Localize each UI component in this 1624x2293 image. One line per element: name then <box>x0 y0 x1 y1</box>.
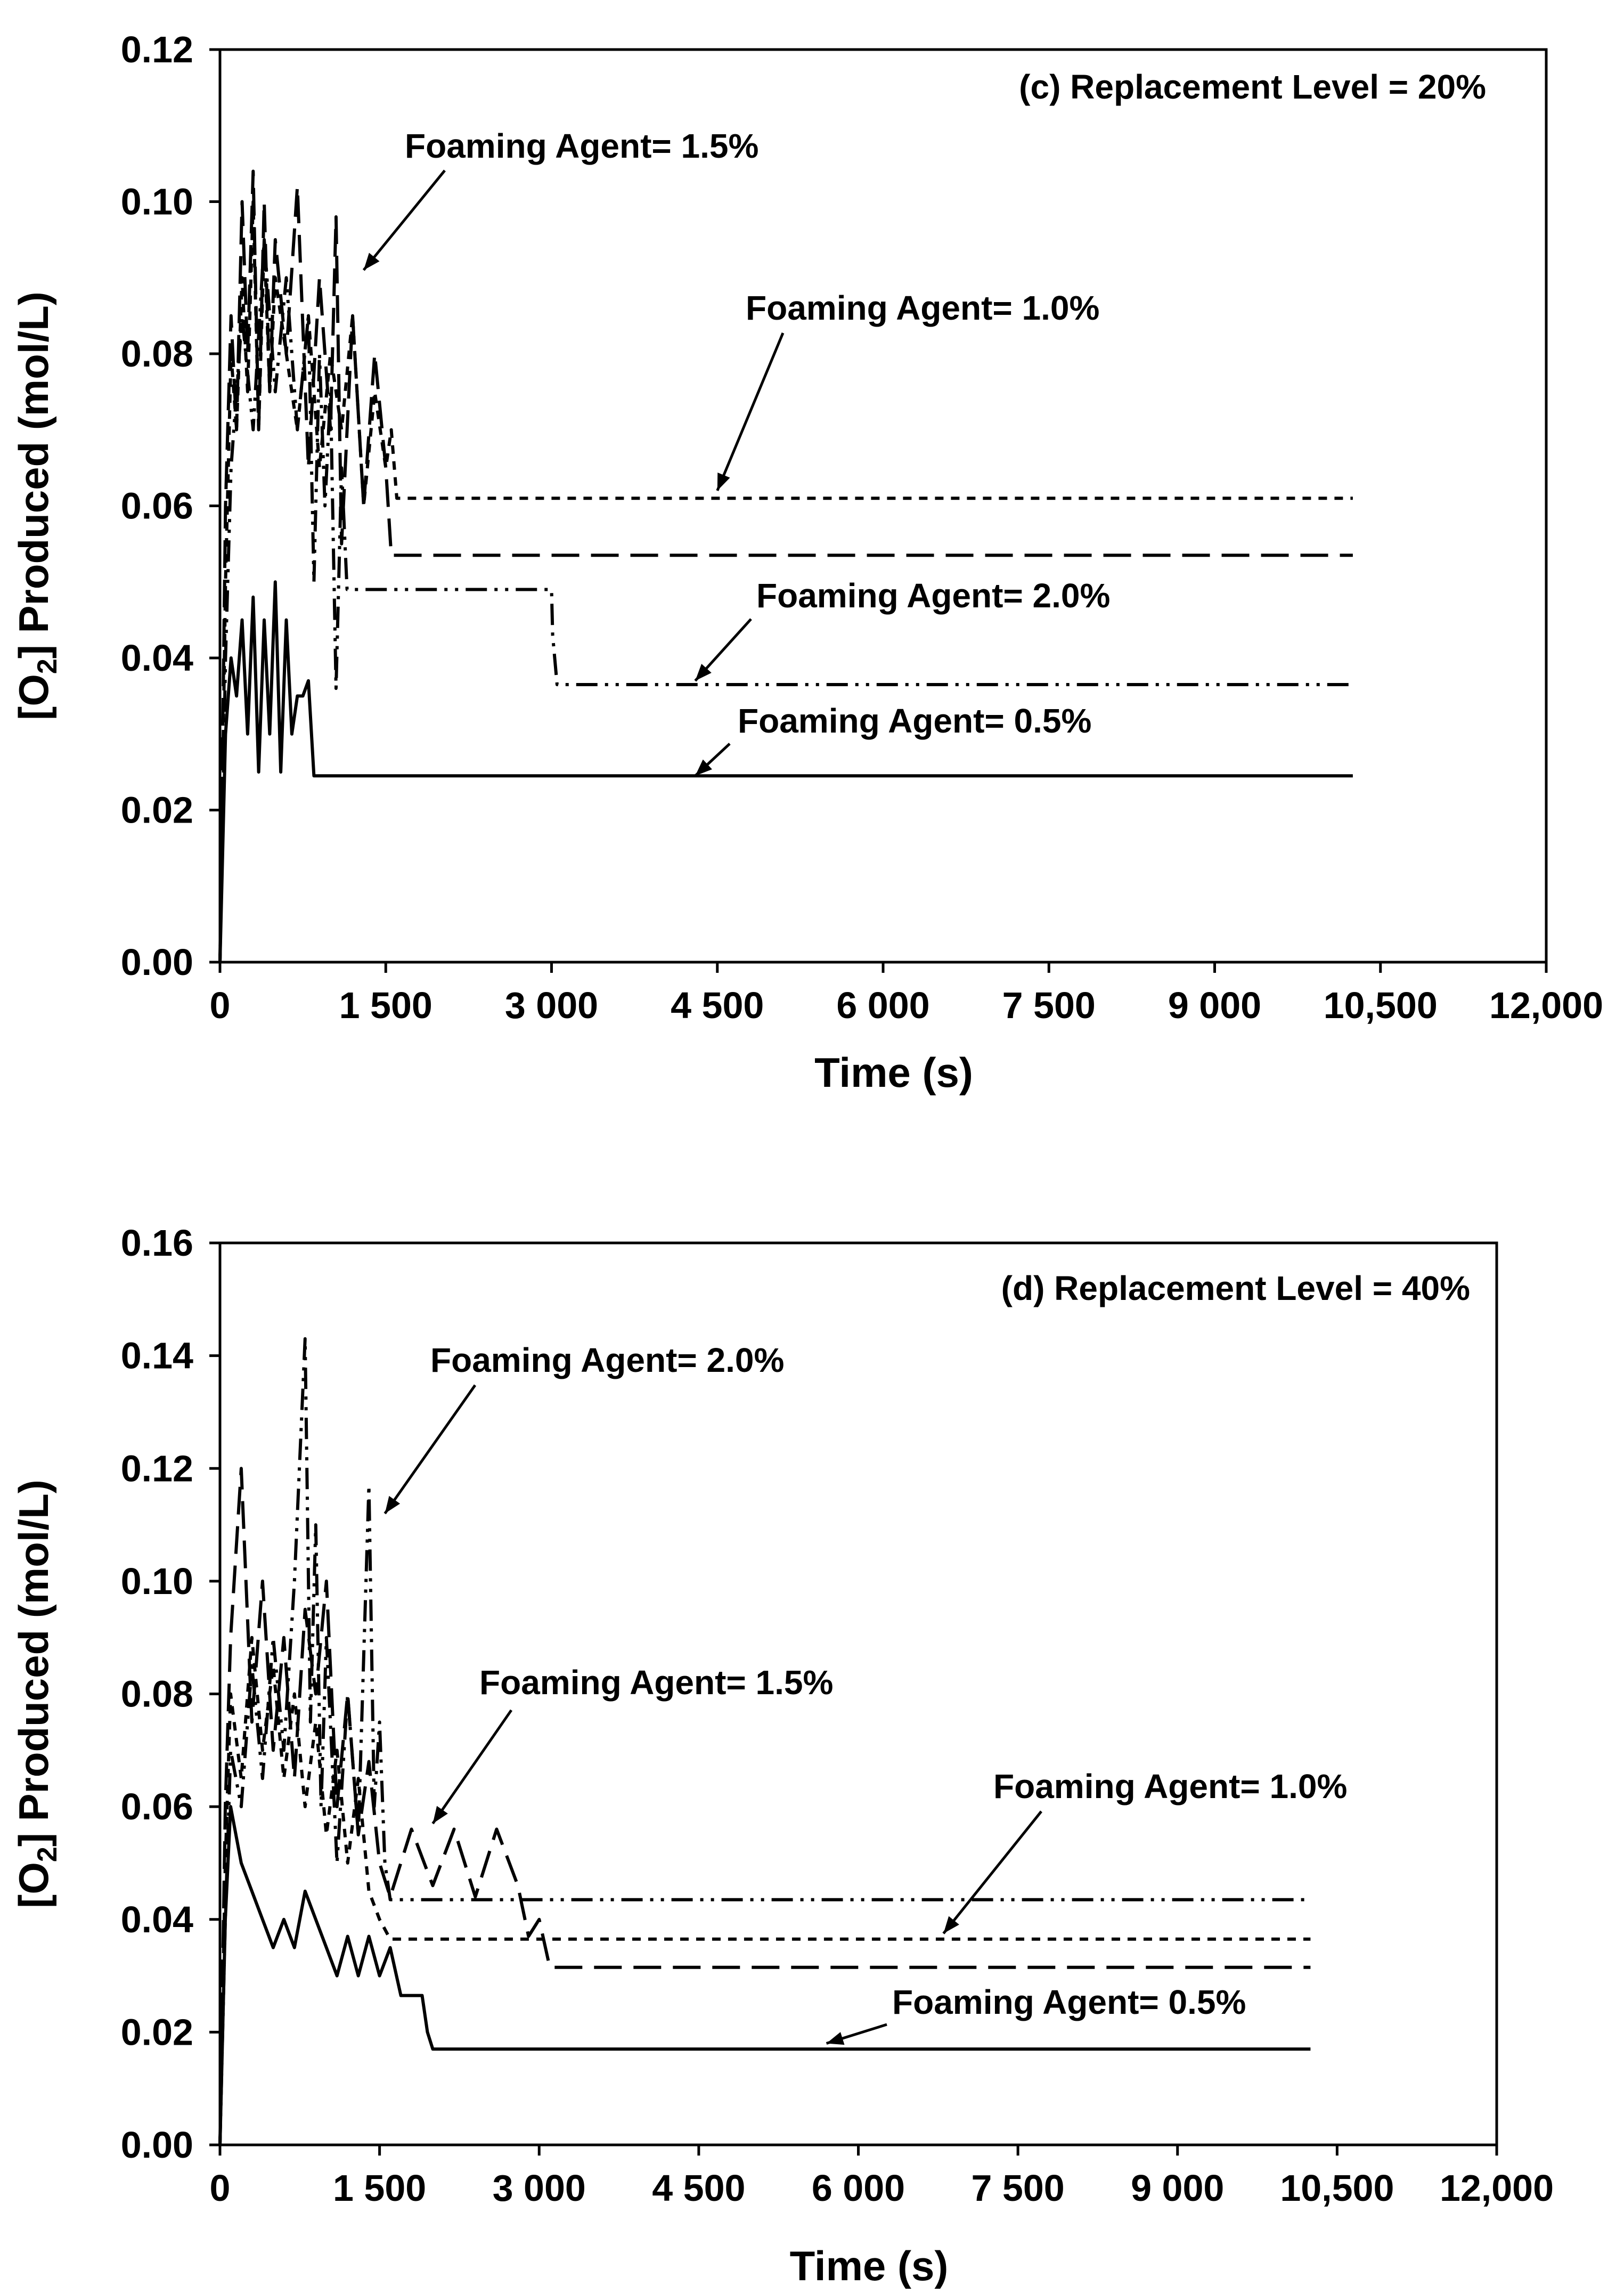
x-axis-title: Time (s) <box>790 2242 949 2289</box>
x-tick-label: 1 500 <box>333 2167 426 2209</box>
series-line <box>218 580 1353 963</box>
y-tick-label: 0.12 <box>121 29 193 70</box>
x-tick-label: 4 500 <box>671 985 764 1026</box>
y-tick-label: 0.00 <box>121 2124 193 2166</box>
annotation-arrowhead <box>695 759 712 776</box>
annotation-arrow <box>716 332 785 491</box>
annotation-arrow <box>383 1384 477 1515</box>
x-tick-label: 4 500 <box>652 2167 745 2209</box>
series-line <box>218 1636 1311 2145</box>
y-tick-label: 0.04 <box>121 1899 193 1940</box>
panel-title: (c) Replacement Level = 20% <box>1019 68 1486 106</box>
annotation-arrowhead <box>943 1916 959 1934</box>
x-tick-label: 7 500 <box>1002 985 1096 1026</box>
y-tick-label: 0.06 <box>121 485 193 527</box>
annotation-arrowhead <box>385 1495 401 1514</box>
annotation-label: Foaming Agent= 1.0% <box>993 1767 1347 1806</box>
x-axis-title: Time (s) <box>814 1049 973 1096</box>
y-tick-label: 0.10 <box>121 181 193 223</box>
annotation-arrow <box>942 1810 1042 1934</box>
series-line <box>218 238 1353 963</box>
x-tick-label: 3 000 <box>493 2167 586 2209</box>
x-tick-label: 12,000 <box>1489 985 1603 1026</box>
y-tick-label: 0.08 <box>121 333 193 375</box>
y-tick-label: 0.14 <box>121 1335 193 1377</box>
series-line <box>218 200 1353 963</box>
annotation-arrowhead <box>826 2032 845 2045</box>
annotation-arrowhead <box>363 253 380 270</box>
x-tick-label: 1 500 <box>339 985 432 1026</box>
y-tick-label: 0.02 <box>121 2011 193 2053</box>
panel-d-replacement-40: 0 1 500 3 000 4 500 6 000 7 500 9 000 10,500 12,… <box>10 1222 1554 2289</box>
annotation-arrow <box>431 1709 513 1825</box>
y-tick-label: 0.04 <box>121 637 193 679</box>
annotation-label: Foaming Agent= 0.5% <box>892 1983 1246 2021</box>
y-tick-label: 0.10 <box>121 1560 193 1602</box>
series-line <box>218 1805 1311 2145</box>
annotation-label: Foaming Agent= 2.0% <box>430 1341 784 1379</box>
y-tick-label: 0.00 <box>121 941 193 983</box>
annotation-label: Foaming Agent= 1.0% <box>746 289 1099 327</box>
x-tick-label: 6 000 <box>836 985 929 1026</box>
x-tick-label: 6 000 <box>812 2167 905 2209</box>
series-line <box>218 1337 1311 2145</box>
panel-c-replacement-20: 0 1 500 3 000 4 500 6 000 7 500 9 000 10,500 12,… <box>10 29 1603 1096</box>
annotation-label: Foaming Agent= 0.5% <box>738 702 1091 740</box>
series-line <box>218 169 1353 963</box>
y-axis-title: [O2] Produced (mol/L) <box>10 291 63 720</box>
annotation-label: Foaming Agent= 1.5% <box>405 127 758 165</box>
annotation-label: Foaming Agent= 1.5% <box>479 1663 833 1702</box>
y-tick-label: 0.16 <box>121 1222 193 1264</box>
x-tick-label: 10,500 <box>1280 2167 1394 2209</box>
x-tick-label: 9 000 <box>1168 985 1261 1026</box>
y-tick-label: 0.12 <box>121 1448 193 1489</box>
y-tick-label: 0.02 <box>121 790 193 831</box>
x-tick-label: 10,500 <box>1324 985 1438 1026</box>
annotation-arrow <box>362 169 446 271</box>
annotation-arrowhead <box>717 472 730 491</box>
y-tick-label: 0.06 <box>121 1786 193 1827</box>
x-tick-label: 12,000 <box>1440 2167 1554 2209</box>
x-tick-label: 0 <box>210 2167 231 2209</box>
x-tick-label: 9 000 <box>1131 2167 1224 2209</box>
x-tick-label: 0 <box>210 985 231 1026</box>
x-tick-label: 3 000 <box>505 985 598 1026</box>
y-tick-label: 0.08 <box>121 1673 193 1715</box>
x-tick-label: 7 500 <box>972 2167 1065 2209</box>
annotation-arrowhead <box>695 663 712 681</box>
y-axis-title: [O2] Produced (mol/L) <box>10 1479 63 1908</box>
annotation-arrowhead <box>432 1806 448 1824</box>
annotation-label: Foaming Agent= 2.0% <box>756 576 1110 615</box>
panel-title: (d) Replacement Level = 40% <box>1001 1269 1470 1307</box>
